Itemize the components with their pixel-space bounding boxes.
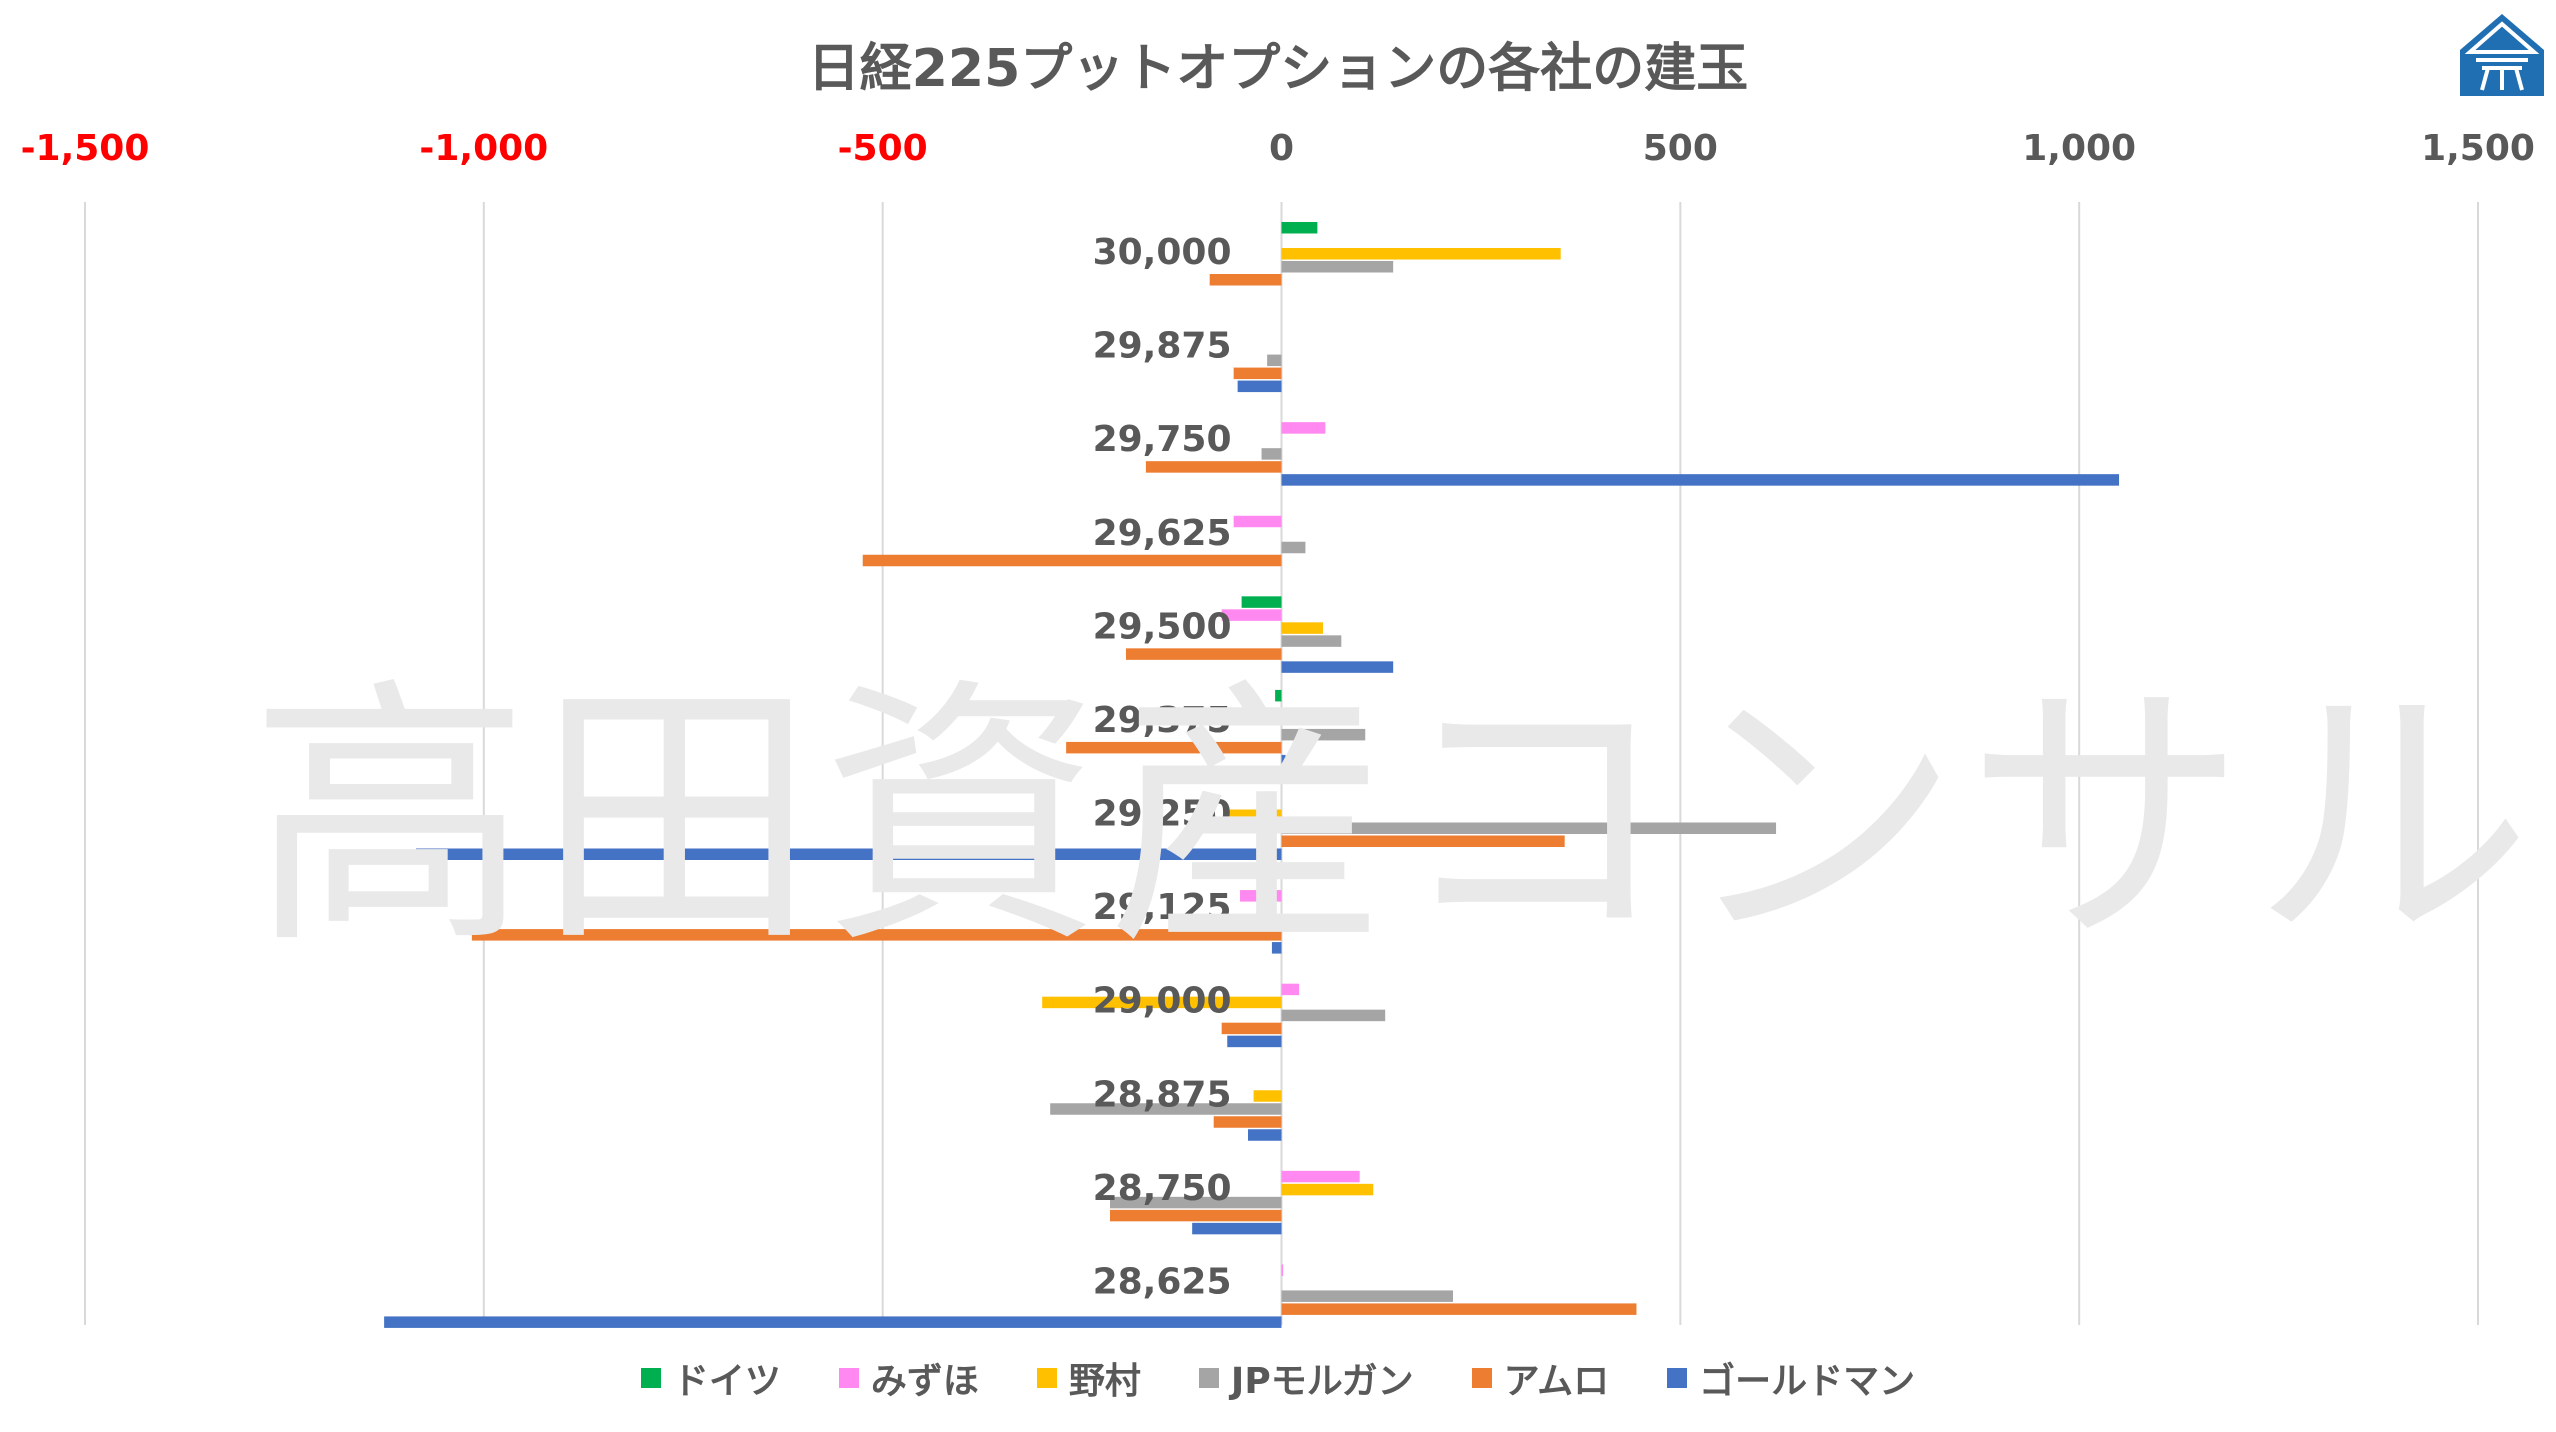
bar [1213,1116,1282,1128]
bar [862,554,1282,567]
bar [1247,1129,1282,1141]
bar [1261,448,1282,460]
legend-swatch [838,1368,859,1388]
bar [1110,1209,1282,1222]
watermark: 高田資産コンサル [250,656,2538,982]
legend-swatch [1667,1368,1688,1388]
bar [1281,261,1394,273]
bar [1281,248,1561,260]
x-tick-label: 1,000 [2022,128,2136,169]
bar [1281,635,1342,647]
bar [1281,916,1322,928]
x-tick-label: 1,500 [2421,128,2535,169]
legend-item: ゴールドマン [1667,1352,1915,1404]
category-label: 29,375 [1093,700,1232,741]
legend-label: ゴールドマン [1699,1361,1916,1402]
bar [1281,754,1286,767]
legend-swatch [1471,1368,1492,1388]
chart-legend: ドイツ みずほ 野村 JPモルガン アムロ ゴールドマン [0,1352,2556,1404]
x-tick-label: -500 [838,128,928,169]
bar [1281,222,1318,234]
bar [1281,835,1565,847]
bar [1229,809,1282,821]
bar [1145,461,1282,473]
category-label: 29,875 [1093,326,1232,367]
category-label: 28,625 [1093,1261,1232,1302]
bar [1192,1222,1282,1235]
legend-label: アムロ [1503,1361,1610,1402]
legend-item: ドイツ [640,1352,781,1404]
bar [1281,1009,1386,1022]
bar [1281,422,1326,434]
bar [1281,1264,1284,1276]
bar [1050,1103,1282,1115]
bar [1240,890,1282,902]
bar [416,848,1282,860]
legend-swatch [1036,1368,1057,1388]
bar [1281,1170,1360,1183]
bar [1267,354,1282,367]
category-label: 29,750 [1093,419,1232,460]
bar [1066,741,1282,754]
bar [1233,515,1282,528]
legend-label: 野村 [1068,1361,1141,1402]
bar [1209,274,1282,286]
legend-label: みずほ [870,1361,979,1402]
x-tick-label: -1,500 [21,128,150,169]
legend-swatch [640,1368,661,1388]
bar [1221,609,1282,621]
bar [1281,822,1777,834]
bar [471,929,1282,941]
bar [1253,1090,1282,1102]
bar [1281,1303,1637,1315]
legend-label: JPモルガン [1230,1361,1414,1402]
category-label: 30,000 [1093,232,1232,273]
category-label: 28,875 [1093,1074,1232,1115]
bar [1237,380,1282,393]
category-label: 29,000 [1093,981,1232,1022]
legend-item: JPモルガン [1198,1352,1414,1404]
x-tick-label: 500 [1643,128,1718,169]
category-label: 29,125 [1093,887,1232,928]
bar [1281,1290,1453,1302]
bar [1241,596,1282,608]
bar [384,1316,1282,1328]
chart-title: 日経225プットオプションの各社の建玉 [807,39,1749,99]
bar [1271,942,1282,954]
bar [1281,622,1323,634]
bar [1281,661,1394,673]
bar [1233,367,1282,380]
x-tick-label: 0 [1269,128,1294,169]
bar [1042,996,1282,1009]
bar [1125,648,1282,660]
category-label: 28,750 [1093,1168,1232,1209]
bar [1281,983,1300,996]
legend-item: アムロ [1471,1352,1610,1404]
bar [1281,474,2120,486]
legend-item: 野村 [1036,1352,1141,1404]
legend-swatch [1198,1368,1219,1388]
x-tick-label: -1,000 [419,128,548,169]
bar [1275,689,1282,702]
bar [1281,1183,1374,1196]
bar [1281,541,1306,554]
category-label: 29,500 [1093,606,1232,647]
legend-item: みずほ [838,1352,979,1404]
category-label: 29,625 [1093,513,1232,554]
takada-logo-icon [2460,14,2544,96]
category-label: 29,250 [1093,794,1232,835]
bar [1281,728,1366,741]
legend-label: ドイツ [672,1361,781,1402]
bar [1227,1035,1282,1048]
bar [1221,1022,1282,1035]
bar [1110,1196,1282,1209]
